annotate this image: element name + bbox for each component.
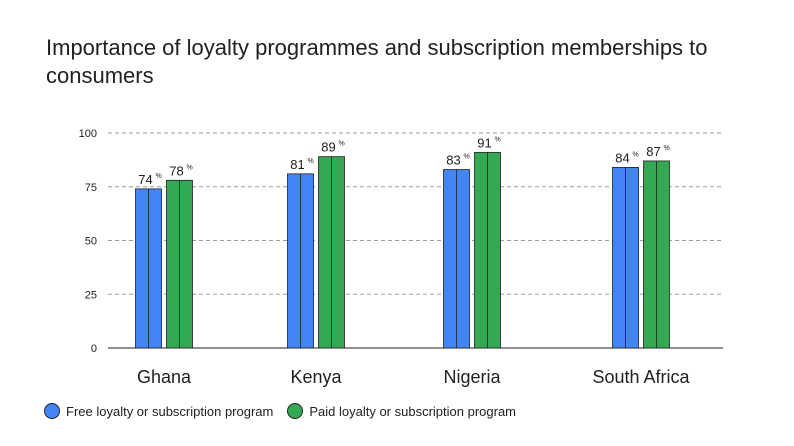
data-label-unit: % bbox=[495, 136, 501, 143]
data-label-unit: % bbox=[187, 164, 193, 171]
data-label-unit: % bbox=[308, 158, 314, 165]
x-tick-label: South Africa bbox=[592, 367, 690, 387]
x-tick-label: Nigeria bbox=[443, 367, 501, 387]
data-label: 83 bbox=[446, 153, 460, 168]
bars bbox=[135, 151, 670, 349]
legend-label-free: Free loyalty or subscription program bbox=[66, 403, 274, 419]
data-label: 81 bbox=[290, 157, 304, 172]
data-label-unit: % bbox=[156, 173, 162, 180]
y-tick-label: 50 bbox=[85, 236, 97, 248]
data-label: 78 bbox=[169, 163, 183, 178]
legend-swatch-paid bbox=[287, 403, 304, 419]
data-labels: 74 % 81% 83% 84 % 78 % 89% 91 % 87% bbox=[138, 135, 669, 187]
x-axis-ticks: Ghana Kenya Nigeria South Africa bbox=[137, 367, 691, 387]
data-label: 74 bbox=[138, 172, 152, 187]
data-label: 87 bbox=[646, 144, 660, 159]
data-label: 84 bbox=[615, 150, 629, 165]
chart-title: Importance of loyalty programmes and sub… bbox=[46, 35, 708, 88]
y-tick-label: 100 bbox=[79, 128, 97, 140]
data-label-unit: % bbox=[464, 154, 470, 161]
x-tick-label: Ghana bbox=[137, 367, 192, 387]
data-label-unit: % bbox=[339, 141, 345, 148]
legend: Free loyalty or subscription program Pai… bbox=[44, 403, 530, 419]
legend-item-free: Free loyalty or subscription program bbox=[44, 403, 273, 419]
data-label: 89 bbox=[321, 140, 335, 155]
legend-item-paid: Paid loyalty or subscription program bbox=[287, 403, 516, 419]
data-label: 91 bbox=[477, 135, 491, 150]
data-label-unit: % bbox=[633, 151, 639, 158]
y-tick-label: 75 bbox=[85, 182, 97, 194]
data-label-unit: % bbox=[664, 145, 670, 152]
bar-chart: 0 25 50 75 100 74 % 81% 83% 84 % 78 % 89% 91 % 87% Ghan… bbox=[79, 128, 723, 387]
legend-label-paid: Paid loyalty or subscription program bbox=[309, 403, 517, 419]
y-tick-label: 25 bbox=[85, 289, 97, 301]
x-tick-label: Kenya bbox=[290, 367, 342, 387]
legend-swatch-free bbox=[44, 403, 60, 419]
y-tick-label: 0 bbox=[91, 343, 97, 355]
y-axis-ticks: 0 25 50 75 100 bbox=[79, 128, 97, 355]
